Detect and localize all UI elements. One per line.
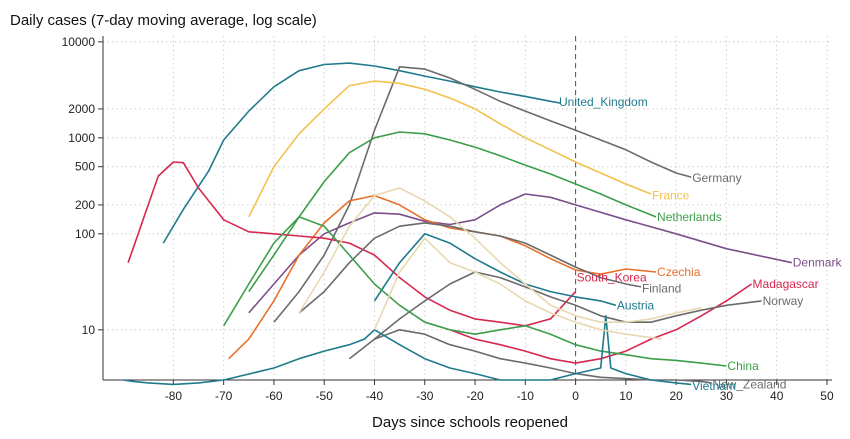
series-line-belgium xyxy=(373,237,662,340)
x-tick-label: 10 xyxy=(619,389,633,403)
y-tick-label: 2000 xyxy=(68,102,95,116)
series-line-united_kingdom xyxy=(162,62,561,244)
x-tick-label: -60 xyxy=(265,389,283,403)
x-tick-label: 50 xyxy=(820,389,834,403)
series-label-france: France xyxy=(652,189,690,203)
series-line-israel xyxy=(298,187,702,324)
x-tick-label: 20 xyxy=(669,389,683,403)
series-line-austria xyxy=(373,233,617,307)
series-line-netherlands xyxy=(248,131,657,293)
series-label-madagascar: Madagascar xyxy=(753,277,819,291)
series-label-austria: Austria xyxy=(617,298,655,312)
x-tick-label: -80 xyxy=(165,389,183,403)
series-line-new_zealand xyxy=(374,328,712,384)
series-label-united_kingdom: United_Kingdom xyxy=(559,95,648,109)
series-label-norway: Norway xyxy=(763,294,804,308)
series-line-vietnam xyxy=(122,314,692,386)
series-line-china xyxy=(223,216,727,367)
series-line-norway xyxy=(348,271,762,360)
y-tick-label: 200 xyxy=(75,198,95,212)
series-layer xyxy=(122,62,792,386)
x-axis-title: Days since schools reopened xyxy=(372,414,568,431)
y-tick-label: 10000 xyxy=(62,35,96,49)
y-tick-label: 10 xyxy=(82,323,96,337)
series-line-south_korea xyxy=(127,161,577,327)
series-label-denmark: Denmark xyxy=(793,256,843,270)
x-tick-label: 0 xyxy=(572,389,579,403)
series-line-germany xyxy=(273,66,692,323)
series-label-netherlands: Netherlands xyxy=(657,210,722,224)
x-tick-label: -40 xyxy=(366,389,384,403)
y-tick-label: 1000 xyxy=(68,131,95,145)
series-label-czechia: Czechia xyxy=(657,265,701,279)
y-tick-label: 500 xyxy=(75,160,95,174)
series-line-madagascar xyxy=(449,283,753,364)
series-label-finland: Finland xyxy=(642,281,681,295)
x-tick-label: 40 xyxy=(770,389,784,403)
series-label-china: China xyxy=(727,359,759,373)
x-tick-label: -70 xyxy=(215,389,233,403)
x-tick-label: -10 xyxy=(517,389,535,403)
series-label-new_zealand: New_Zealand xyxy=(712,377,786,391)
y-tick-label: 100 xyxy=(75,227,95,241)
x-tick-label: -20 xyxy=(466,389,484,403)
series-line-finland xyxy=(298,222,642,314)
series-label-vietnam: Vietnam xyxy=(692,379,736,393)
series-label-germany: Germany xyxy=(692,171,741,185)
x-tick-label: -30 xyxy=(416,389,434,403)
grid-layer xyxy=(103,36,832,380)
x-tick-label: 30 xyxy=(720,389,734,403)
series-line-france xyxy=(248,80,652,218)
chart-title: Daily cases (7-day moving average, log s… xyxy=(10,12,317,29)
x-tick-label: -50 xyxy=(316,389,334,403)
series-label-south_korea: South_Korea xyxy=(577,271,647,285)
